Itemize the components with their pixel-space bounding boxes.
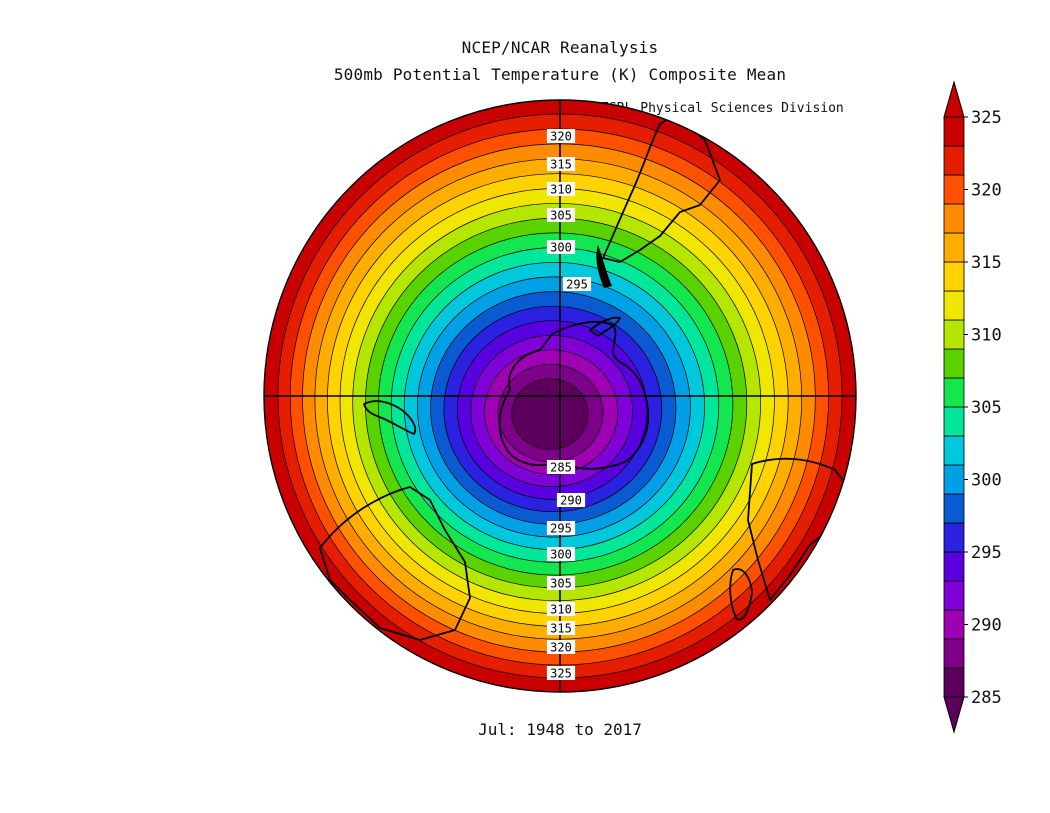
colorbar-segment bbox=[943, 203, 965, 234]
colorbar: 325 320 315 310 305 300 295 290 285 bbox=[943, 80, 1002, 734]
colorbar-segment bbox=[943, 406, 965, 437]
svg-text:305: 305 bbox=[550, 209, 572, 223]
colorbar-segment bbox=[943, 580, 965, 611]
contour-label: 325 bbox=[546, 666, 576, 681]
colorbar-tick-label: 320 bbox=[971, 181, 1002, 201]
svg-text:325: 325 bbox=[550, 667, 572, 681]
map-border bbox=[263, 99, 857, 693]
colorbar-segment bbox=[943, 464, 965, 495]
colorbar-segment bbox=[943, 348, 965, 379]
svg-text:315: 315 bbox=[550, 622, 572, 636]
svg-text:295: 295 bbox=[566, 278, 588, 292]
coastline-outline bbox=[498, 320, 650, 470]
colorbar-segment bbox=[943, 551, 965, 582]
coastline-outline bbox=[596, 245, 612, 288]
colorbar-segment bbox=[943, 435, 965, 466]
colorbar-tick-label: 305 bbox=[971, 398, 1002, 418]
coastline-outline bbox=[589, 316, 621, 337]
contour-label: 310 bbox=[546, 602, 576, 617]
contour-label: 315 bbox=[546, 621, 576, 636]
contour-label: 295 bbox=[562, 277, 592, 292]
colorbar-tick-label: 300 bbox=[971, 471, 1002, 491]
colorbar-tick-label: 290 bbox=[971, 616, 1002, 636]
colorbar-segment bbox=[943, 319, 965, 350]
colorbar-segment bbox=[943, 609, 965, 640]
contour-label: 290 bbox=[556, 493, 586, 508]
coastline-outline bbox=[363, 400, 417, 435]
contour-label: 285 bbox=[546, 460, 576, 475]
colorbar-segment bbox=[943, 290, 965, 321]
svg-text:315: 315 bbox=[550, 158, 572, 172]
polar-map bbox=[264, 100, 856, 692]
coastline-outline bbox=[729, 568, 753, 621]
colorbar-segment bbox=[943, 261, 965, 292]
colorbar-arrow-max bbox=[943, 80, 965, 118]
svg-text:295: 295 bbox=[550, 522, 572, 536]
svg-text:300: 300 bbox=[550, 241, 572, 255]
svg-text:305: 305 bbox=[550, 577, 572, 591]
contour-label: 305 bbox=[546, 208, 576, 223]
colorbar-segment bbox=[943, 522, 965, 553]
chart-title: NCEP/NCAR Reanalysis bbox=[461, 38, 659, 57]
contour-label: 300 bbox=[546, 547, 576, 562]
chart-subtitle: 500mb Potential Temperature (K) Composit… bbox=[333, 65, 787, 84]
contour-label: 320 bbox=[546, 640, 576, 655]
svg-text:285: 285 bbox=[550, 461, 572, 475]
coastline-outline bbox=[393, 649, 410, 665]
colorbar-tick-label: 295 bbox=[971, 543, 1002, 563]
colorbar-segment bbox=[943, 116, 965, 147]
contour-label: 320 bbox=[546, 129, 576, 144]
svg-text:320: 320 bbox=[550, 130, 572, 144]
contour-label: 310 bbox=[546, 182, 576, 197]
contour-label: 295 bbox=[546, 521, 576, 536]
contour-label: 305 bbox=[546, 576, 576, 591]
colorbar-segment bbox=[943, 638, 965, 669]
colorbar-segment bbox=[943, 377, 965, 408]
colorbar-segment bbox=[943, 174, 965, 205]
colorbar-tick-label: 285 bbox=[971, 688, 1002, 708]
colorbar-tick-label: 315 bbox=[971, 253, 1002, 273]
svg-text:290: 290 bbox=[560, 494, 582, 508]
svg-text:310: 310 bbox=[550, 183, 572, 197]
coastline-outline bbox=[602, 114, 721, 263]
coastline-outline bbox=[319, 486, 471, 641]
contour-labels: 320 315 310 305 300 295 285 290 295 300 305 310 315 3… bbox=[546, 129, 592, 681]
svg-text:320: 320 bbox=[550, 641, 572, 655]
colorbar-segment bbox=[943, 145, 965, 176]
contour-label: 315 bbox=[546, 157, 576, 172]
colorbar-segment bbox=[943, 493, 965, 524]
contour-label: 300 bbox=[546, 240, 576, 255]
colorbar-tick-label: 310 bbox=[971, 326, 1002, 346]
svg-text:310: 310 bbox=[550, 603, 572, 617]
colorbar-tick-label: 325 bbox=[971, 108, 1002, 128]
colorbar-segment bbox=[943, 232, 965, 263]
temperature-band bbox=[511, 378, 589, 450]
svg-text:300: 300 bbox=[550, 548, 572, 562]
coastline-outline bbox=[747, 457, 851, 601]
colorbar-segment bbox=[943, 667, 965, 698]
time-period-label: Jul: 1948 to 2017 bbox=[478, 720, 642, 739]
